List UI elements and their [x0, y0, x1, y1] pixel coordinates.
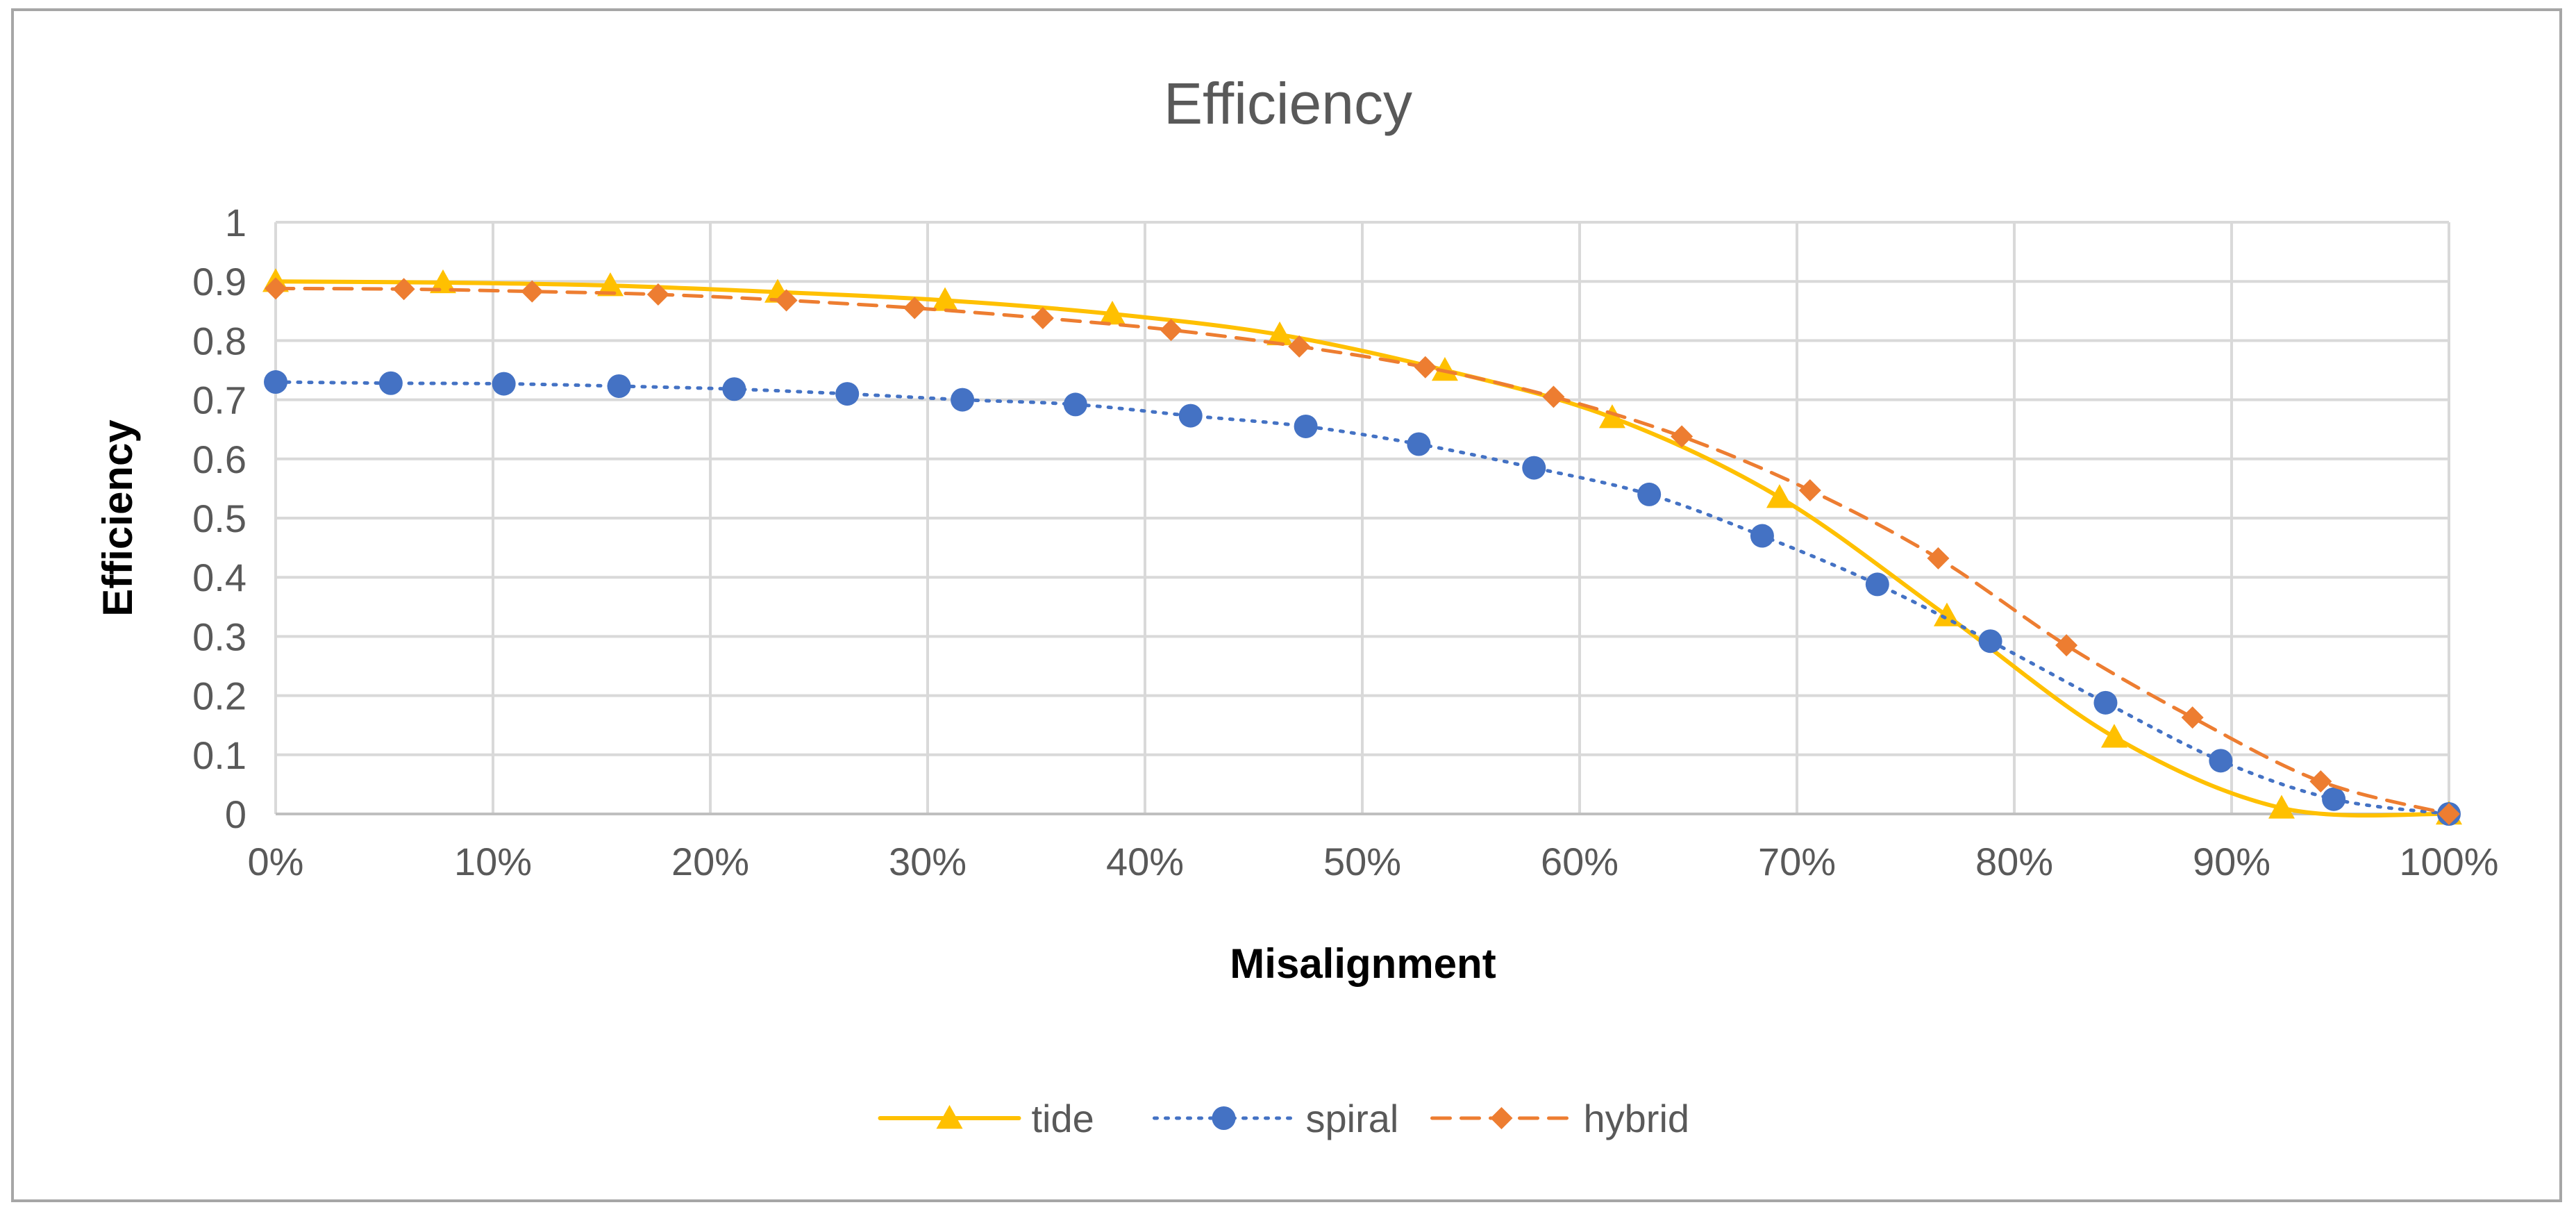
x-tick-label: 70% [1758, 840, 1836, 883]
y-tick-label: 0 [225, 792, 246, 836]
data-point-tide [430, 269, 457, 294]
data-point-hybrid [1160, 319, 1182, 342]
y-tick-label: 0.1 [192, 733, 246, 777]
legend-marker-tide [936, 1105, 963, 1129]
series-hybrid [265, 277, 2460, 825]
data-point-hybrid [1031, 307, 1054, 330]
chart-title: Efficiency [1164, 71, 1412, 136]
data-point-tide [2100, 724, 2127, 748]
data-point-spiral [835, 382, 860, 406]
y-tick-label: 1 [225, 201, 246, 244]
data-point-spiral [1178, 404, 1203, 428]
data-point-tide [1598, 404, 1625, 429]
data-point-hybrid [265, 277, 287, 300]
data-point-hybrid [2309, 770, 2332, 793]
y-axis-title: Efficiency [94, 419, 141, 617]
x-tick-label: 30% [889, 840, 967, 883]
x-tick-label: 20% [671, 840, 749, 883]
data-point-hybrid [1671, 425, 1693, 448]
data-point-spiral [378, 371, 403, 395]
legend-marker-spiral [1212, 1106, 1236, 1130]
y-tick-label: 0.6 [192, 438, 246, 481]
data-point-spiral [1637, 482, 1662, 506]
data-point-spiral [1063, 392, 1087, 417]
data-point-spiral [1407, 432, 1431, 456]
x-tick-label: 60% [1541, 840, 1619, 883]
data-point-spiral [1978, 629, 2002, 654]
data-point-tide [932, 287, 959, 311]
data-point-spiral [1750, 524, 1774, 548]
data-point-spiral [607, 374, 631, 399]
data-point-spiral [2209, 749, 2233, 773]
data-point-spiral [264, 370, 287, 394]
x-tick-label: 40% [1106, 840, 1184, 883]
legend-item-spiral: spiral [1153, 1097, 1399, 1140]
data-point-hybrid [646, 283, 669, 306]
data-point-spiral [492, 372, 516, 396]
y-tick-label: 0.7 [192, 379, 246, 422]
chart-border [11, 8, 2562, 1202]
y-tick-label: 0.2 [192, 674, 246, 718]
x-tick-label: 90% [2193, 840, 2270, 883]
data-point-tide [1431, 357, 1458, 381]
data-point-hybrid [775, 289, 798, 312]
axes: 00.10.20.30.40.50.60.70.80.910% 10% 20% 30%… [192, 201, 2498, 883]
data-point-spiral [722, 377, 746, 401]
data-point-spiral [951, 388, 975, 412]
data-point-hybrid [1542, 385, 1565, 408]
data-point-hybrid [2055, 634, 2078, 657]
data-point-hybrid [903, 297, 926, 319]
data-point-hybrid [2438, 803, 2460, 825]
legend-marker-hybrid [1490, 1107, 1513, 1129]
y-tick-label: 0.5 [192, 497, 246, 540]
data-point-spiral [2322, 787, 2346, 811]
data-point-hybrid [2181, 706, 2204, 729]
data-point-spiral [2093, 690, 2118, 715]
data-point-tide [1266, 321, 1294, 346]
data-point-hybrid [392, 278, 415, 301]
y-tick-label: 0.3 [192, 615, 246, 658]
data-point-hybrid [1288, 335, 1311, 358]
x-tick-label: 80% [1975, 840, 2053, 883]
data-point-spiral [1294, 414, 1318, 438]
data-point-tide [2268, 795, 2295, 819]
x-tick-label: 10% [454, 840, 532, 883]
data-point-spiral [1865, 572, 1889, 597]
data-point-hybrid [1798, 479, 1821, 501]
series-line-tide [274, 279, 2451, 818]
x-tick-label: 100% [2399, 840, 2498, 883]
legend-label-tide: tide [1032, 1097, 1094, 1140]
legend-label-hybrid: hybrid [1584, 1097, 1690, 1140]
data-point-tide [597, 272, 624, 297]
legend-label-spiral: spiral [1306, 1097, 1399, 1140]
legend: tide spiral hybrid [878, 1097, 1690, 1140]
y-tick-label: 0.9 [192, 260, 246, 304]
data-point-hybrid [521, 280, 544, 303]
series-group [262, 268, 2462, 826]
data-point-tide [1766, 484, 1793, 508]
legend-item-tide: tide [878, 1097, 1094, 1140]
y-tick-label: 0.8 [192, 319, 246, 363]
y-tick-label: 0.4 [192, 556, 246, 599]
data-point-spiral [1522, 456, 1546, 480]
data-point-hybrid [1927, 547, 1950, 569]
x-axis-title: Misalignment [1230, 940, 1496, 987]
data-point-tide [1099, 301, 1126, 325]
legend-item-hybrid: hybrid [1430, 1097, 1690, 1140]
series-spiral [264, 370, 2461, 826]
x-tick-label: 0% [248, 840, 304, 883]
x-tick-label: 50% [1323, 840, 1401, 883]
data-point-hybrid [1414, 356, 1437, 379]
series-line-hybrid [274, 286, 2451, 816]
grid-lines [274, 221, 2450, 815]
